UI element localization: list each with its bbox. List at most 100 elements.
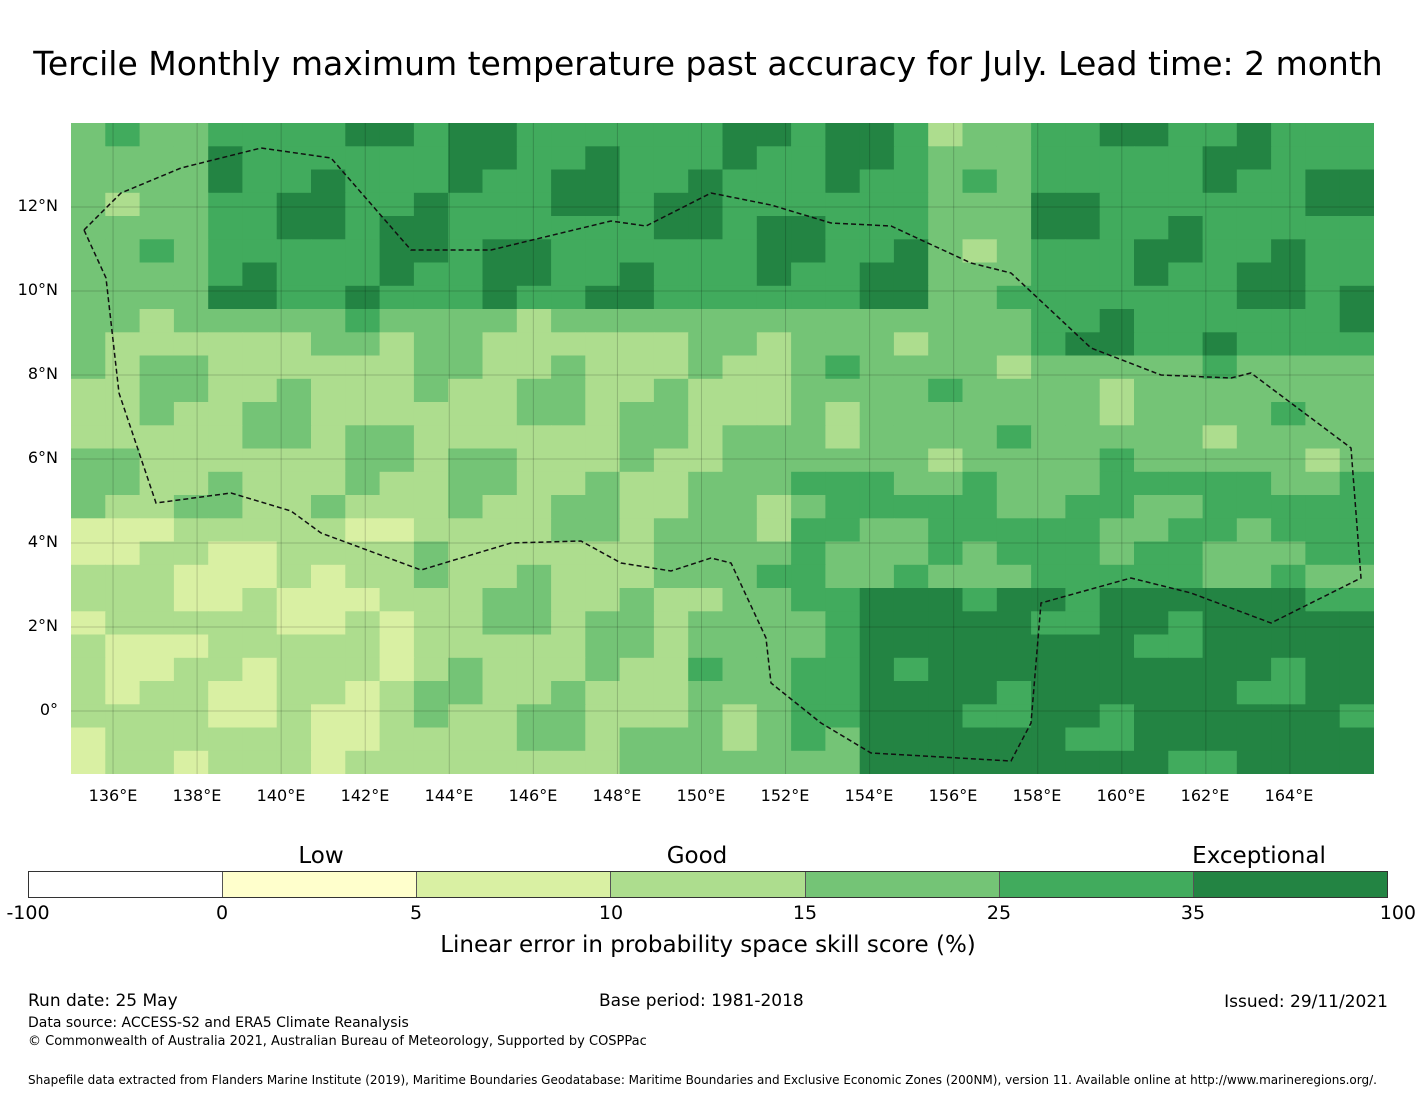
grid-cell [1065,541,1101,566]
grid-cell [1168,518,1204,543]
grid-cell [928,564,964,589]
grid-cell [585,123,621,147]
grid-cell [105,541,141,566]
grid-cell [653,704,689,729]
grid-cell [1236,262,1272,287]
grid-cell [379,704,415,729]
grid-cell [208,518,244,543]
grid-cell [276,332,312,357]
grid-cell [71,448,106,473]
grid-cell [1134,169,1169,194]
grid-cell [448,262,484,287]
grid-cell [105,518,141,543]
grid-cell [1271,123,1306,147]
grid-cell [276,192,312,217]
grid-cell [448,355,484,380]
grid-cell [379,448,415,473]
grid-cell [1202,425,1238,450]
grid-cell [311,564,346,589]
grid-cell [928,355,964,380]
grid-cell [551,169,586,194]
grid-cell [653,750,689,774]
grid-cell [516,309,552,333]
grid-cell [619,727,655,752]
grid-cell [242,262,278,287]
grid-cell [71,169,106,194]
grid-cell [413,216,449,240]
grid-cell [1065,192,1101,217]
grid-cell [1168,378,1204,403]
grid-cell [105,123,141,147]
grid-cell [962,239,998,264]
grid-cell [653,239,689,264]
grid-cell [482,192,518,217]
grid-cell [1305,495,1341,519]
grid-cell [962,402,998,426]
grid-cell [688,216,724,240]
grid-cell [1202,518,1238,543]
grid-cell [619,750,655,774]
colorbar-tick: 25 [986,902,1012,924]
grid-cell [996,750,1032,774]
grid-cell [448,285,484,310]
grid-cell [585,518,621,543]
colorbar-tick: 15 [792,902,818,924]
grid-cell [791,564,826,589]
grid-cell [893,611,929,636]
grid-cell [311,332,346,357]
grid-cell [139,402,175,426]
grid-cell [1134,262,1169,287]
grid-cell [1339,355,1374,380]
grid-cell [448,192,484,217]
base-period: Base period: 1981-2018 [599,991,804,1011]
grid-cell [893,402,929,426]
grid-cell [276,123,312,147]
grid-cell [688,518,724,543]
grid-cell [173,518,209,543]
grid-cell [619,448,655,473]
grid-cell [208,495,244,519]
grid-cell [1168,425,1204,450]
grid-cell [722,727,758,752]
grid-cell [1339,378,1374,403]
grid-cell [893,192,929,217]
grid-cell [756,681,792,705]
grid-cell [551,564,586,589]
grid-cell [71,564,106,589]
grid-cell [928,495,964,519]
grid-cell [1202,564,1238,589]
grid-cell [1065,169,1101,194]
grid-cell [1271,192,1306,217]
colorbar-swatch-6 [999,872,1194,897]
grid-cell [996,634,1032,659]
grid-cell [105,588,141,612]
grid-cell [859,750,895,774]
grid-cell [516,425,552,450]
grid-cell [1134,541,1169,566]
grid-cell [825,681,861,705]
grid-cell [653,448,689,473]
grid-cell [379,518,415,543]
grid-cell [893,169,929,194]
grid-cell [1339,727,1374,752]
grid-cell [825,169,861,194]
grid-cell [893,727,929,752]
grid-cell [722,146,758,171]
grid-cell [551,541,586,566]
lat-label-12n: 12°N [17,196,58,215]
grid-cell [653,216,689,240]
grid-cell [653,309,689,333]
grid-cell [242,564,278,589]
grid-cell [448,518,484,543]
grid-cell [962,518,998,543]
grid-cell [1339,657,1374,682]
grid-cell [105,169,141,194]
grid-cell [1031,634,1066,659]
grid-cell [1099,239,1135,264]
grid-cell [1202,471,1238,496]
grid-cell [1134,564,1169,589]
grid-cell [1271,378,1306,403]
grid-cell [1065,448,1101,473]
grid-cell [208,541,244,566]
grid-cell [928,123,964,147]
